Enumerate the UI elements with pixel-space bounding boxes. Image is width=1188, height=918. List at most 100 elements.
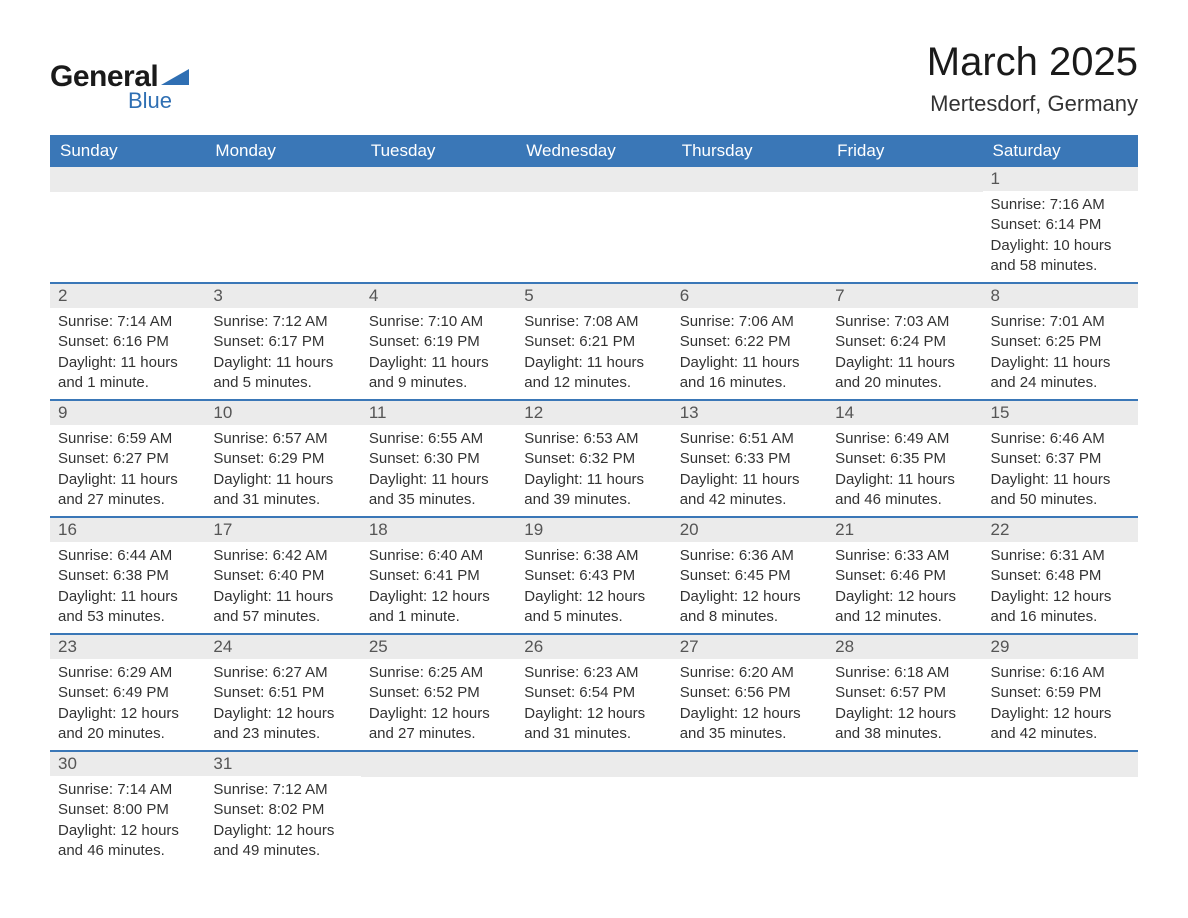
day-cell: 12Sunrise: 6:53 AMSunset: 6:32 PMDayligh… (516, 400, 671, 517)
day-line: Sunset: 6:32 PM (524, 449, 663, 469)
day-line: Sunset: 6:57 PM (835, 683, 974, 703)
day-line: Sunrise: 7:12 AM (213, 312, 352, 332)
day-number: 19 (516, 518, 671, 542)
day-line: Sunset: 6:48 PM (991, 566, 1130, 586)
day-line: Daylight: 11 hours and 50 minutes. (991, 470, 1130, 511)
day-line: Daylight: 11 hours and 42 minutes. (680, 470, 819, 511)
day-cell: 17Sunrise: 6:42 AMSunset: 6:40 PMDayligh… (205, 517, 360, 634)
day-number (205, 167, 360, 192)
day-content: Sunrise: 6:49 AMSunset: 6:35 PMDaylight:… (827, 425, 982, 516)
day-line: Daylight: 12 hours and 12 minutes. (835, 587, 974, 628)
day-line: Sunrise: 6:55 AM (369, 429, 508, 449)
day-cell: 19Sunrise: 6:38 AMSunset: 6:43 PMDayligh… (516, 517, 671, 634)
day-number: 5 (516, 284, 671, 308)
day-line: Sunset: 6:33 PM (680, 449, 819, 469)
day-number: 17 (205, 518, 360, 542)
day-content: Sunrise: 6:33 AMSunset: 6:46 PMDaylight:… (827, 542, 982, 633)
day-cell: 26Sunrise: 6:23 AMSunset: 6:54 PMDayligh… (516, 634, 671, 751)
header: General Blue March 2025 Mertesdorf, Germ… (50, 40, 1138, 117)
day-cell: 16Sunrise: 6:44 AMSunset: 6:38 PMDayligh… (50, 517, 205, 634)
day-header: Monday (205, 135, 360, 167)
day-content (672, 192, 827, 276)
day-content (983, 777, 1138, 837)
day-line: Sunrise: 6:46 AM (991, 429, 1130, 449)
day-content (516, 777, 671, 837)
day-line: Sunset: 8:00 PM (58, 800, 197, 820)
day-number: 7 (827, 284, 982, 308)
day-content: Sunrise: 6:59 AMSunset: 6:27 PMDaylight:… (50, 425, 205, 516)
logo-text-blue: Blue (128, 88, 172, 114)
day-content: Sunrise: 6:31 AMSunset: 6:48 PMDaylight:… (983, 542, 1138, 633)
day-cell: 5Sunrise: 7:08 AMSunset: 6:21 PMDaylight… (516, 283, 671, 400)
day-number: 24 (205, 635, 360, 659)
day-content: Sunrise: 7:16 AMSunset: 6:14 PMDaylight:… (983, 191, 1138, 282)
day-cell: 1Sunrise: 7:16 AMSunset: 6:14 PMDaylight… (983, 167, 1138, 283)
day-line: Sunset: 6:21 PM (524, 332, 663, 352)
day-number: 22 (983, 518, 1138, 542)
day-content: Sunrise: 7:03 AMSunset: 6:24 PMDaylight:… (827, 308, 982, 399)
day-content: Sunrise: 7:12 AMSunset: 6:17 PMDaylight:… (205, 308, 360, 399)
day-number: 8 (983, 284, 1138, 308)
day-line: Daylight: 11 hours and 24 minutes. (991, 353, 1130, 394)
day-line: Sunset: 6:35 PM (835, 449, 974, 469)
day-content: Sunrise: 7:14 AMSunset: 8:00 PMDaylight:… (50, 776, 205, 867)
day-line: Sunset: 6:46 PM (835, 566, 974, 586)
day-content: Sunrise: 6:20 AMSunset: 6:56 PMDaylight:… (672, 659, 827, 750)
day-number (827, 167, 982, 192)
day-line: Sunset: 6:37 PM (991, 449, 1130, 469)
logo-triangle-icon (161, 67, 189, 87)
day-content: Sunrise: 6:38 AMSunset: 6:43 PMDaylight:… (516, 542, 671, 633)
day-line: Sunset: 6:54 PM (524, 683, 663, 703)
day-number: 9 (50, 401, 205, 425)
day-cell (672, 167, 827, 283)
day-line: Daylight: 12 hours and 27 minutes. (369, 704, 508, 745)
day-cell: 14Sunrise: 6:49 AMSunset: 6:35 PMDayligh… (827, 400, 982, 517)
day-cell: 22Sunrise: 6:31 AMSunset: 6:48 PMDayligh… (983, 517, 1138, 634)
day-line: Sunset: 6:45 PM (680, 566, 819, 586)
day-number: 3 (205, 284, 360, 308)
day-line: Daylight: 12 hours and 49 minutes. (213, 821, 352, 862)
day-number: 29 (983, 635, 1138, 659)
day-number: 2 (50, 284, 205, 308)
day-cell (50, 167, 205, 283)
day-cell: 15Sunrise: 6:46 AMSunset: 6:37 PMDayligh… (983, 400, 1138, 517)
day-cell: 7Sunrise: 7:03 AMSunset: 6:24 PMDaylight… (827, 283, 982, 400)
day-content (827, 777, 982, 837)
day-content: Sunrise: 6:46 AMSunset: 6:37 PMDaylight:… (983, 425, 1138, 516)
day-content (50, 192, 205, 276)
day-line: Sunset: 6:30 PM (369, 449, 508, 469)
day-line: Sunset: 6:24 PM (835, 332, 974, 352)
day-content: Sunrise: 7:06 AMSunset: 6:22 PMDaylight:… (672, 308, 827, 399)
day-line: Daylight: 11 hours and 31 minutes. (213, 470, 352, 511)
day-line: Sunset: 6:38 PM (58, 566, 197, 586)
day-cell (361, 751, 516, 867)
day-cell: 20Sunrise: 6:36 AMSunset: 6:45 PMDayligh… (672, 517, 827, 634)
day-line: Daylight: 12 hours and 1 minute. (369, 587, 508, 628)
day-number: 4 (361, 284, 516, 308)
day-cell (361, 167, 516, 283)
day-line: Daylight: 12 hours and 23 minutes. (213, 704, 352, 745)
day-cell: 25Sunrise: 6:25 AMSunset: 6:52 PMDayligh… (361, 634, 516, 751)
day-line: Sunset: 6:52 PM (369, 683, 508, 703)
day-line: Sunset: 6:51 PM (213, 683, 352, 703)
day-number: 10 (205, 401, 360, 425)
day-number: 12 (516, 401, 671, 425)
day-line: Daylight: 11 hours and 5 minutes. (213, 353, 352, 394)
day-line: Sunrise: 6:57 AM (213, 429, 352, 449)
day-line: Sunrise: 6:38 AM (524, 546, 663, 566)
day-cell: 30Sunrise: 7:14 AMSunset: 8:00 PMDayligh… (50, 751, 205, 867)
day-line: Daylight: 12 hours and 35 minutes. (680, 704, 819, 745)
day-number (827, 752, 982, 777)
day-content: Sunrise: 7:14 AMSunset: 6:16 PMDaylight:… (50, 308, 205, 399)
day-number: 16 (50, 518, 205, 542)
day-line: Sunrise: 6:27 AM (213, 663, 352, 683)
day-line: Sunset: 6:41 PM (369, 566, 508, 586)
title-block: March 2025 Mertesdorf, Germany (927, 40, 1138, 117)
day-content: Sunrise: 6:27 AMSunset: 6:51 PMDaylight:… (205, 659, 360, 750)
day-content: Sunrise: 6:40 AMSunset: 6:41 PMDaylight:… (361, 542, 516, 633)
day-content (827, 192, 982, 276)
day-cell (827, 167, 982, 283)
day-line: Sunrise: 7:16 AM (991, 195, 1130, 215)
week-row: 1Sunrise: 7:16 AMSunset: 6:14 PMDaylight… (50, 167, 1138, 283)
day-line: Sunset: 6:43 PM (524, 566, 663, 586)
